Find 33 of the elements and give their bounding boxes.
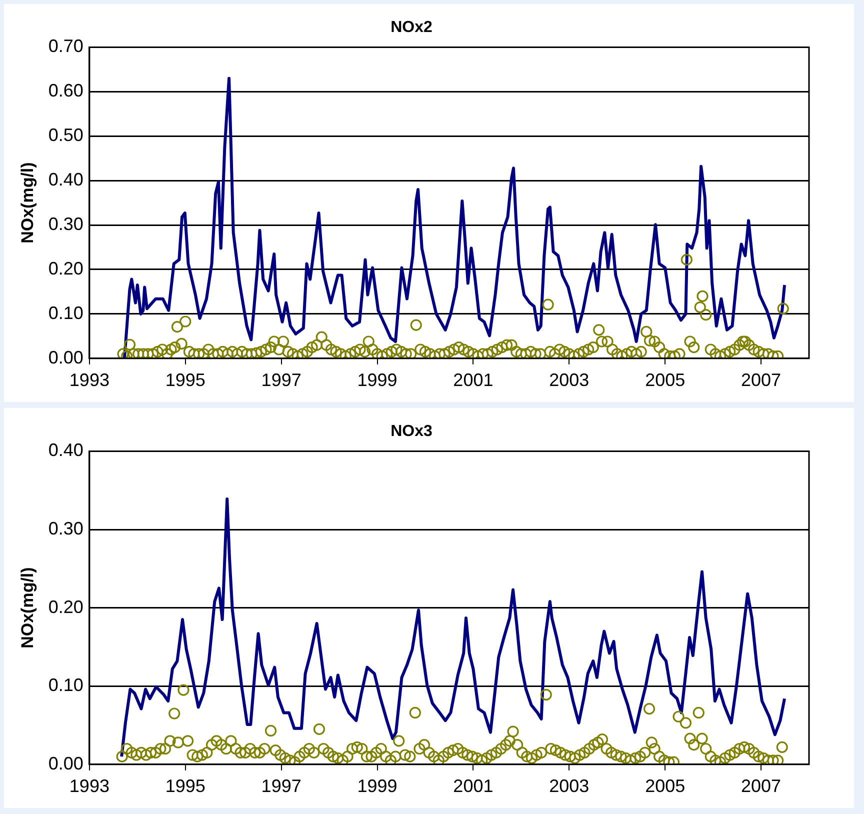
x-tick-label: 1997	[261, 776, 302, 796]
y-tick-label: 0.00	[48, 753, 84, 774]
y-tick-label: 0.20	[48, 596, 84, 617]
y-tick-label: 0.40	[48, 170, 84, 190]
y-tick-label: 0.30	[48, 214, 84, 234]
x-tick-label: 1993	[69, 370, 110, 390]
x-tick-label: 1999	[357, 370, 398, 390]
x-tick-label: 1995	[165, 370, 206, 390]
y-tick-label: 0.00	[48, 347, 84, 368]
y-axis-title: NOx(mg/l)	[18, 567, 37, 648]
x-tick-label: 2001	[453, 776, 494, 796]
x-tick-label: 2001	[453, 370, 494, 390]
x-tick-label: 2007	[741, 370, 782, 390]
x-tick-label: 1993	[69, 776, 110, 796]
x-tick-label: 1997	[261, 370, 302, 390]
y-tick-label: 0.40	[48, 440, 84, 460]
x-tick-label: 2003	[549, 370, 590, 390]
x-tick-label: 2003	[549, 776, 590, 796]
y-tick-label: 0.60	[48, 80, 84, 101]
x-tick-label: 1999	[357, 776, 398, 796]
chart-title: NOx3	[390, 423, 432, 440]
y-tick-label: 0.10	[48, 675, 84, 696]
y-axis-title: NOx(mg/l)	[18, 162, 37, 244]
y-tick-label: 0.20	[48, 258, 84, 278]
y-tick-label: 0.70	[48, 36, 84, 56]
x-tick-label: 1995	[165, 776, 206, 796]
y-tick-label: 0.10	[48, 302, 84, 323]
y-tick-label: 0.50	[48, 125, 84, 146]
y-tick-label: 0.30	[48, 518, 84, 538]
x-tick-label: 2007	[741, 776, 782, 796]
x-tick-label: 2005	[645, 370, 686, 390]
chart-title: NOx2	[390, 19, 432, 36]
x-tick-label: 2005	[645, 776, 686, 796]
